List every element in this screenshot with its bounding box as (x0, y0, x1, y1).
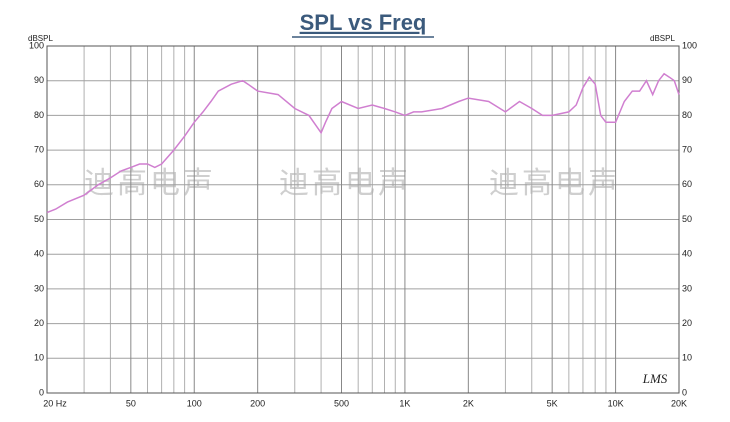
y-tick-label: 30 (34, 283, 44, 293)
y2-tick-label: 100 (682, 40, 697, 50)
x-tick-label: 20K (671, 398, 687, 408)
watermark: 迪高电声 (84, 167, 216, 200)
y2-tick-label: 30 (682, 283, 692, 293)
chart-title: SPL vs Freq (300, 10, 427, 35)
x-tick-label: 10K (608, 398, 624, 408)
watermark: 迪高电声 (489, 167, 621, 200)
y2-tick-label: 40 (682, 249, 692, 259)
logo: LMS (642, 371, 668, 386)
y-tick-label: 70 (34, 144, 44, 154)
x-tick-label: 500 (334, 398, 349, 408)
y-tick-label: 40 (34, 249, 44, 259)
y2-tick-label: 60 (682, 179, 692, 189)
y2-tick-label: 90 (682, 75, 692, 85)
x-tick-label: 200 (250, 398, 265, 408)
y-tick-label: 50 (34, 214, 44, 224)
plot-frame (46, 45, 680, 394)
x-tick-label: 1K (399, 398, 410, 408)
x-tick-label: 2K (463, 398, 474, 408)
y2-tick-label: 50 (682, 214, 692, 224)
y-tick-label: 90 (34, 75, 44, 85)
y-tick-label: 20 (34, 318, 44, 328)
y2-tick-label: 10 (682, 353, 692, 363)
y-tick-label: 100 (29, 40, 44, 50)
x-tick-label: 100 (187, 398, 202, 408)
y2-axis-label: dBSPL (650, 34, 675, 43)
y2-tick-label: 0 (682, 387, 687, 397)
y2-tick-label: 80 (682, 110, 692, 120)
x-tick-label: 20 Hz (43, 398, 67, 408)
y2-tick-label: 70 (682, 144, 692, 154)
y-tick-label: 0 (39, 387, 44, 397)
y-tick-label: 10 (34, 353, 44, 363)
x-tick-label: 50 (126, 398, 136, 408)
x-tick-label: 5K (547, 398, 558, 408)
y-axis-label: dBSPL (28, 34, 53, 43)
spl-curve (46, 72, 680, 214)
y-tick-label: 80 (34, 110, 44, 120)
watermark: 迪高电声 (279, 167, 411, 200)
y2-tick-label: 20 (682, 318, 692, 328)
y-tick-label: 60 (34, 179, 44, 189)
